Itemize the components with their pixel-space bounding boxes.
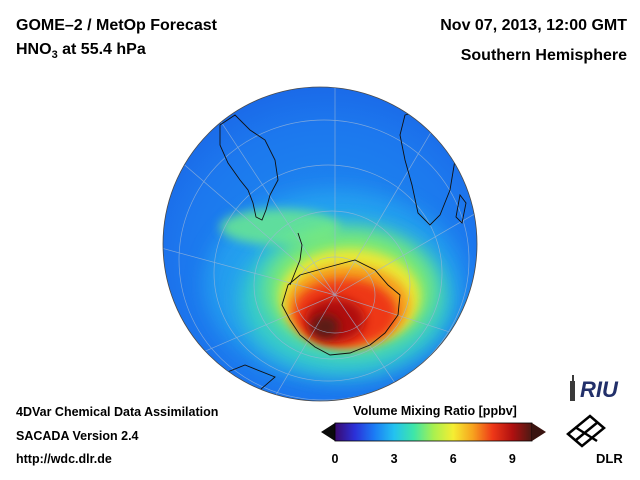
colorbar-bar — [334, 422, 533, 442]
species-name: HNO — [16, 41, 52, 58]
colorbar-tick-label: 6 — [449, 452, 457, 466]
globe-outline — [162, 86, 478, 402]
riu-logo-text: RIU — [580, 377, 619, 402]
region-label: Southern Hemisphere — [460, 47, 627, 64]
footer-url[interactable]: http://wdc.dlr.de — [16, 452, 112, 466]
map-title: GOME–2 / MetOp Forecast — [16, 17, 217, 34]
species-subscript: 3 — [51, 49, 58, 62]
species-level: at 55.4 hPa — [57, 41, 146, 58]
globe-field — [163, 87, 477, 401]
footer-line2: SACADA Version 2.4 — [16, 429, 139, 443]
dlr-logo-icon — [566, 414, 606, 448]
colorbar-tick-label: 9 — [508, 452, 516, 466]
colorbar — [321, 422, 546, 442]
colorbar-min-arrow — [321, 423, 335, 441]
footer-line1: 4DVar Chemical Data Assimilation — [16, 405, 219, 419]
species-label: HNO3 at 55.4 hPa — [16, 41, 146, 61]
colorbar-title: Volume Mixing Ratio [ppbv] — [353, 404, 517, 418]
forecast-datetime: Nov 07, 2013, 12:00 GMT — [440, 17, 627, 34]
colorbar-tick-label: 3 — [390, 452, 398, 466]
graticule — [163, 87, 477, 401]
colorbar-tick-label: 0 — [331, 452, 339, 466]
riu-logo: RIU — [570, 375, 619, 402]
dlr-logo-text: DLR — [596, 451, 623, 466]
colorbar-max-arrow — [532, 423, 546, 441]
hemisphere-map — [162, 86, 478, 402]
